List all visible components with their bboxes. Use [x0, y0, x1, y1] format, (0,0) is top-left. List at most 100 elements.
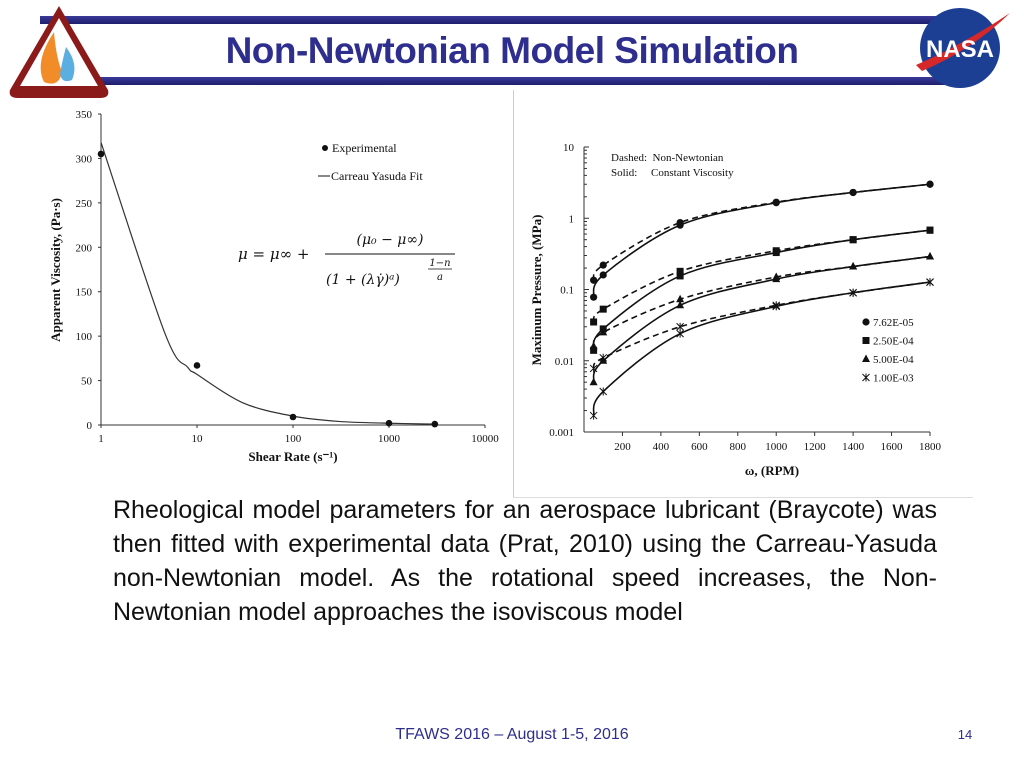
x-tick-label: 1600: [881, 441, 904, 453]
y-tick-label: 0.1: [560, 285, 574, 297]
y-tick-label: 150: [76, 287, 93, 299]
equation-numerator: (μ₀ − μ∞): [356, 232, 423, 248]
data-point: [772, 247, 780, 255]
y-tick-label: 100: [76, 331, 93, 343]
footer-text: TFAWS 2016 – August 1-5, 2016: [395, 726, 629, 743]
x-tick-label: 10: [192, 433, 204, 445]
legend-experimental: Experimental: [332, 141, 397, 155]
x-tick-label: 1200: [804, 441, 827, 453]
slide-title: Non-Newtonian Model Simulation: [225, 30, 799, 71]
y-tick-label: 0.01: [555, 356, 574, 368]
data-point: [849, 236, 857, 244]
data-point: [590, 318, 598, 326]
data-point: [676, 300, 685, 309]
data-point: [676, 329, 684, 338]
legend-fit: Carreau Yasuda Fit: [331, 169, 423, 183]
legend-marker: [862, 354, 870, 362]
tfaws-logo: [9, 6, 109, 98]
pressure-chart: Maximum Pressure, (MPa) ω, (RPM) Dashed:…: [529, 142, 942, 478]
data-point: [590, 276, 598, 284]
equation-exponent: 1−n: [429, 258, 450, 269]
data-point: [676, 272, 684, 280]
data-point: [589, 411, 598, 420]
chart1-xlabel: Shear Rate (s⁻¹): [248, 449, 337, 464]
data-point: [926, 278, 934, 287]
x-tick-label: 200: [614, 441, 631, 453]
x-tick-label: 1800: [919, 441, 942, 453]
legend-marker: [862, 318, 870, 326]
x-tick-label: 1000: [378, 433, 401, 445]
x-tick-label: 1: [98, 433, 104, 445]
data-point: [849, 188, 857, 197]
nasa-logo: NASA: [916, 8, 1010, 88]
experimental-point: [431, 420, 439, 428]
data-point: [589, 364, 598, 373]
x-tick-label: 400: [653, 441, 670, 453]
data-point: [676, 218, 684, 227]
data-point: [599, 305, 607, 313]
experimental-point: [193, 362, 201, 369]
chart-divider-bottom: [513, 497, 973, 498]
chart2-ylabel: Maximum Pressure, (MPa): [529, 215, 544, 366]
x-tick-label: 10000: [471, 433, 499, 445]
x-tick-label: 1400: [842, 441, 865, 453]
y-tick-label: 10: [563, 142, 575, 154]
fit-curve: [100, 142, 435, 425]
solid-curve: [592, 229, 931, 351]
data-point: [926, 180, 934, 188]
dashed-curve: [592, 229, 931, 323]
y-tick-label: 1: [569, 213, 575, 225]
data-point: [589, 341, 598, 350]
chart-divider: [513, 90, 514, 498]
legend-label: 5.00E-04: [873, 354, 914, 366]
data-point: [590, 293, 598, 301]
data-point: [676, 294, 685, 303]
header-bar-bottom: [40, 77, 965, 85]
data-point: [772, 198, 780, 206]
solid-curve: [592, 281, 931, 416]
data-point: [849, 288, 857, 297]
carreau-yasuda-equation: μ = μ∞ +: [238, 245, 309, 263]
data-point: [599, 387, 608, 396]
y-tick-label: 50: [81, 376, 93, 388]
y-tick-label: 0.001: [549, 427, 574, 439]
chart2-xlabel: ω, (RPM): [745, 463, 799, 478]
data-point: [676, 322, 684, 331]
dashed-curve: [592, 183, 931, 281]
experimental-point: [385, 419, 393, 427]
legend-marker-experimental: [322, 145, 328, 151]
experimental-point: [97, 150, 105, 158]
x-tick-label: 600: [691, 441, 708, 453]
charts-canvas: Apparent Viscosity, (Pa·s) Shear Rate (s…: [48, 109, 942, 478]
annotation-solid: Solid: Constant Viscosity: [611, 167, 734, 179]
dashed-curve: [592, 255, 931, 347]
experimental-point: [289, 413, 297, 421]
chart1-ylabel: Apparent Viscosity, (Pa·s): [48, 198, 63, 342]
equation-exponent-denominator: a: [437, 272, 443, 283]
header-bar-top: [40, 16, 965, 24]
data-point: [599, 327, 608, 336]
y-tick-label: 300: [76, 153, 93, 165]
x-tick-label: 100: [285, 433, 302, 445]
data-point: [589, 377, 598, 386]
data-point: [849, 262, 858, 270]
body-paragraph: Rheological model parameters for an aero…: [113, 496, 937, 626]
data-point: [599, 261, 607, 269]
data-point: [772, 301, 781, 310]
data-point: [772, 272, 781, 280]
data-point: [590, 346, 598, 354]
y-tick-label: 200: [76, 242, 93, 254]
legend-label: 7.62E-05: [873, 317, 914, 329]
y-tick-label: 350: [76, 109, 93, 121]
viscosity-chart: Apparent Viscosity, (Pa·s) Shear Rate (s…: [48, 109, 499, 464]
x-tick-label: 1000: [765, 441, 788, 453]
legend-label: 1.00E-03: [873, 373, 914, 385]
legend-label: 2.50E-04: [873, 336, 914, 348]
legend-marker: [862, 337, 870, 344]
page-number: 14: [957, 727, 973, 742]
equation-denominator: (1 + (λγ̇)ᵃ): [326, 272, 400, 288]
svg-text:NASA: NASA: [926, 36, 994, 63]
annotation-dashed: Dashed: Non-Newtonian: [611, 152, 724, 164]
data-point: [926, 252, 934, 260]
y-tick-label: 250: [76, 198, 93, 210]
